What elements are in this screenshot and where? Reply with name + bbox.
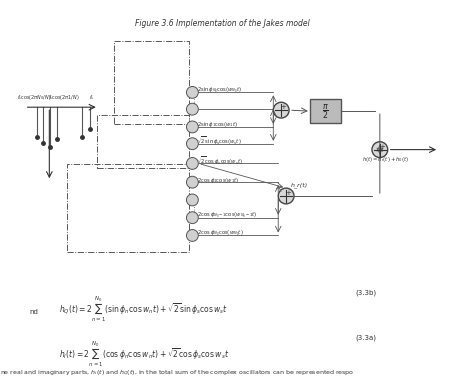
Text: nd: nd bbox=[30, 309, 38, 316]
Text: h_r(t): h_r(t) bbox=[291, 182, 308, 188]
Text: $h_I(t)=2\sum_{n=1}^{N_0}(\cos\phi_n\cos w_n t)+\sqrt{2}\cos\phi_s\cos w_s t$: $h_I(t)=2\sum_{n=1}^{N_0}(\cos\phi_n\cos… bbox=[59, 339, 230, 369]
Text: +: + bbox=[379, 143, 385, 150]
Text: ne real and imaginary parts, $h_i(t)$ and $h_Q(t)$, in the total sum of the comp: ne real and imaginary parts, $h_i(t)$ an… bbox=[0, 369, 354, 378]
Text: +: + bbox=[280, 104, 286, 110]
Text: $\frac{\pi}{2}$: $\frac{\pi}{2}$ bbox=[322, 102, 329, 120]
Circle shape bbox=[372, 142, 388, 158]
FancyBboxPatch shape bbox=[310, 99, 341, 123]
Text: Figure 3.6 Implementation of the Jakes model: Figure 3.6 Implementation of the Jakes m… bbox=[134, 19, 309, 28]
Circle shape bbox=[186, 194, 198, 206]
Circle shape bbox=[186, 212, 198, 224]
Circle shape bbox=[186, 138, 198, 150]
Text: $2\cos\phi_1\cos(w_1t)$: $2\cos\phi_1\cos(w_1t)$ bbox=[198, 176, 239, 185]
Text: $2\cos\phi_{N_0}\cos(w_{N_0}t)$: $2\cos\phi_{N_0}\cos(w_{N_0}t)$ bbox=[198, 229, 244, 238]
Text: ...: ... bbox=[188, 204, 197, 212]
Circle shape bbox=[278, 188, 294, 204]
Text: (3.3b): (3.3b) bbox=[355, 290, 376, 296]
Text: $2\sin\phi_1\cos(w_1 t)$: $2\sin\phi_1\cos(w_1 t)$ bbox=[198, 120, 238, 129]
Text: $\sqrt{2}\sin\phi_s\cos(w_s t)$: $\sqrt{2}\sin\phi_s\cos(w_s t)$ bbox=[198, 136, 242, 147]
Text: $2\cos\phi_{N_0-1}\cos(w_{N_0-1}t)$: $2\cos\phi_{N_0-1}\cos(w_{N_0-1}t)$ bbox=[198, 211, 258, 221]
Circle shape bbox=[186, 230, 198, 241]
Text: $2\sin\phi_{N_0}\cos(w_{N_0} t)$: $2\sin\phi_{N_0}\cos(w_{N_0} t)$ bbox=[198, 86, 243, 95]
Circle shape bbox=[186, 121, 198, 133]
Text: +: + bbox=[285, 190, 291, 196]
Text: $\sqrt{2}\cos\phi_s\cos(w_s t)$: $\sqrt{2}\cos\phi_s\cos(w_s t)$ bbox=[198, 156, 243, 167]
Text: $f_s$: $f_s$ bbox=[89, 93, 94, 102]
Text: $h_Q(t)=2\sum_{n=1}^{N_0}(\sin\phi_n\cos w_n t)+\sqrt{2}\sin\phi_s\cos w_s t$: $h_Q(t)=2\sum_{n=1}^{N_0}(\sin\phi_n\cos… bbox=[59, 295, 228, 325]
Circle shape bbox=[186, 103, 198, 115]
Text: ...: ... bbox=[188, 96, 197, 104]
Circle shape bbox=[273, 102, 289, 118]
Text: $f_s\cos(2\pi N_0/N)$: $f_s\cos(2\pi N_0/N)$ bbox=[17, 93, 52, 102]
Text: (3.3a): (3.3a) bbox=[355, 334, 376, 341]
Text: $f_s\cos(2\pi 1/N)$: $f_s\cos(2\pi 1/N)$ bbox=[48, 93, 80, 102]
Text: $h(t)=h_r(t)+h_0(t)$: $h(t)=h_r(t)+h_0(t)$ bbox=[362, 155, 409, 164]
Circle shape bbox=[186, 86, 198, 98]
Circle shape bbox=[186, 158, 198, 169]
Circle shape bbox=[186, 176, 198, 188]
